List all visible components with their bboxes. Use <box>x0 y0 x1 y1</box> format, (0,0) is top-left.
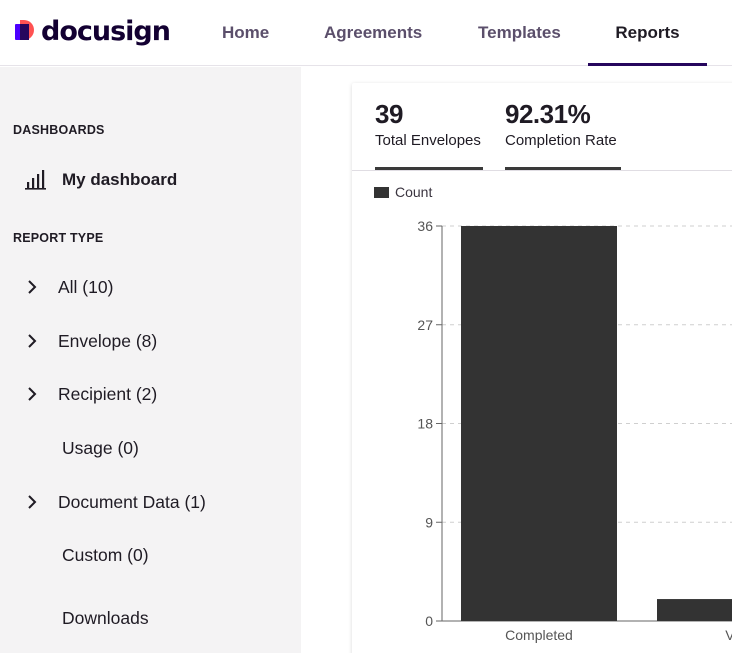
logo-text: docusign <box>41 15 171 47</box>
sidebar-item-envelope[interactable]: Envelope (8) <box>26 329 157 353</box>
sidebar-item-recipient[interactable]: Recipient (2) <box>26 382 157 406</box>
x-tick-label: Voi <box>725 627 732 643</box>
dashboards-section-label: DASHBOARDS <box>13 123 105 137</box>
bar-chart-icon <box>25 170 46 190</box>
y-tick-label: 0 <box>425 613 433 629</box>
bar <box>657 599 732 621</box>
stat-underline <box>375 167 483 170</box>
sidebar-item-all[interactable]: All (10) <box>26 275 113 299</box>
x-tick-label: Completed <box>505 627 573 643</box>
sidebar-item-document-data[interactable]: Document Data (1) <box>26 490 206 514</box>
chevron-right-icon <box>26 495 38 509</box>
bar-chart: 0 9 18 27 36 Completed Voi <box>352 210 732 653</box>
bar <box>461 226 617 621</box>
sidebar-item-label: Custom (0) <box>62 544 149 565</box>
nav-agreements[interactable]: Agreements <box>324 23 423 42</box>
sidebar-item-downloads[interactable]: Downloads <box>62 606 149 630</box>
docusign-logo-mark-icon <box>15 20 37 42</box>
stat-completion-rate[interactable]: 92.31% Completion Rate <box>505 83 621 171</box>
sidebar-item-label: All (10) <box>58 276 114 297</box>
legend-label: Count <box>395 184 433 200</box>
top-header: docusign Home Agreements Templates Repor… <box>0 0 732 66</box>
y-tick-label: 18 <box>417 416 433 432</box>
nav-home[interactable]: Home <box>222 23 270 42</box>
bar-chart-svg: 0 9 18 27 36 Completed Voi <box>417 218 732 643</box>
report-type-section-label: REPORT TYPE <box>13 231 104 245</box>
legend-swatch <box>374 186 389 198</box>
docusign-logo[interactable]: docusign <box>15 15 171 47</box>
sidebar: DASHBOARDS My dashboard REPORT TYPE All … <box>0 67 301 653</box>
sidebar-item-label: Envelope (8) <box>58 330 158 351</box>
my-dashboard-link[interactable]: My dashboard <box>25 168 177 192</box>
card-divider <box>352 170 732 171</box>
sidebar-item-label: Downloads <box>62 607 149 628</box>
stat-total-envelopes[interactable]: 39 Total Envelopes <box>375 83 483 171</box>
stat-label: Completion Rate <box>505 132 617 149</box>
chevron-right-icon <box>26 280 38 294</box>
nav-templates[interactable]: Templates <box>478 23 561 42</box>
stat-label: Total Envelopes <box>375 132 481 149</box>
sidebar-item-custom[interactable]: Custom (0) <box>62 543 149 567</box>
chart-legend[interactable]: Count <box>374 184 432 200</box>
sidebar-item-label: Usage (0) <box>62 437 139 458</box>
sidebar-item-usage[interactable]: Usage (0) <box>62 436 139 460</box>
sidebar-item-label: Recipient (2) <box>58 383 158 404</box>
sidebar-item-label: Document Data (1) <box>58 491 206 512</box>
y-tick-label: 36 <box>417 218 433 234</box>
chevron-right-icon <box>26 387 38 401</box>
stat-value: 92.31% <box>505 99 591 129</box>
nav-reports[interactable]: Reports <box>588 0 707 66</box>
stat-value: 39 <box>375 99 403 129</box>
y-tick-label: 27 <box>417 317 433 333</box>
y-tick-label: 9 <box>425 514 433 530</box>
stat-underline <box>505 167 621 170</box>
my-dashboard-label: My dashboard <box>62 170 178 189</box>
chevron-right-icon <box>26 334 38 348</box>
